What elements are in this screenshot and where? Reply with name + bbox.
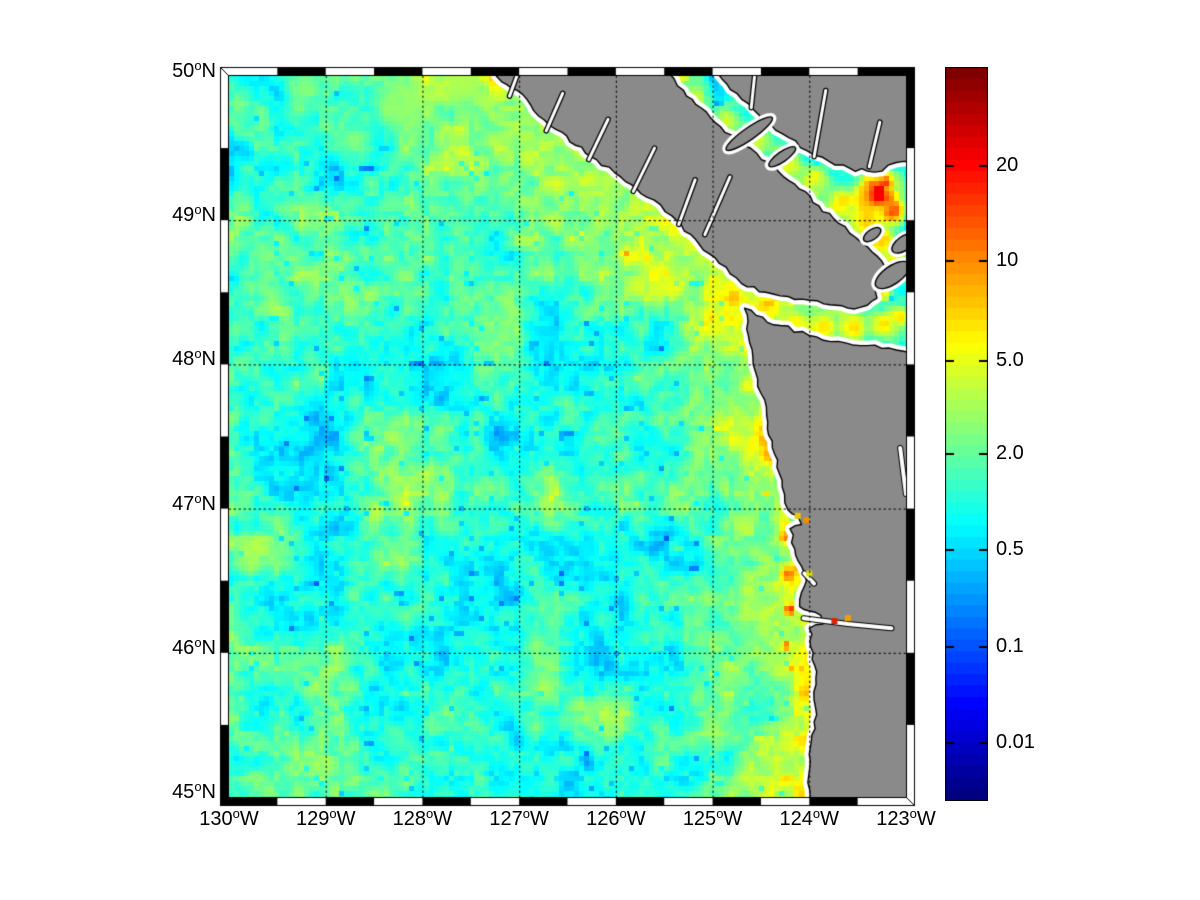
- degree-mark: o: [194, 634, 202, 650]
- degree-mark: o: [194, 202, 202, 218]
- y-tick-value: 45: [172, 781, 195, 803]
- y-tick-label: 50oN: [112, 59, 216, 83]
- colorbar-tick-label: 0.01: [996, 730, 1035, 753]
- y-tick-value: 47: [172, 492, 195, 515]
- degree-mark: o: [716, 806, 724, 821]
- degree-mark: o: [232, 806, 240, 821]
- y-tick-value: 46: [172, 636, 195, 659]
- x-tick-value: 124: [779, 808, 813, 830]
- colorbar-tick-label: 0.1: [996, 635, 1024, 657]
- y-tick-hemi: N: [201, 60, 216, 82]
- x-tick-value: 127: [489, 808, 523, 830]
- degree-mark: o: [194, 346, 202, 362]
- degree-mark: o: [426, 806, 434, 821]
- x-tick-hemi: W: [433, 808, 453, 830]
- degree-mark: o: [522, 806, 530, 821]
- x-tick-label: 128oW: [367, 806, 477, 832]
- x-tick-hemi: W: [820, 808, 840, 830]
- colorbar-tick-label: 5.0: [996, 348, 1024, 371]
- degree-mark: o: [194, 779, 202, 794]
- y-tick-value: 49: [172, 204, 195, 227]
- degree-mark: o: [812, 806, 821, 821]
- x-tick-hemi: W: [916, 808, 936, 830]
- colorbar-tick-label: 2.0: [996, 441, 1024, 464]
- y-tick-label: 46oN: [112, 636, 216, 660]
- colorbar-canvas: [945, 67, 988, 801]
- colorbar-tick-label: 20: [996, 154, 1019, 177]
- x-tick-label: 123oW: [851, 806, 961, 832]
- x-tick-value: 126: [586, 808, 620, 830]
- degree-mark: o: [194, 58, 202, 73]
- x-tick-hemi: W: [239, 808, 259, 830]
- x-tick-label: 130oW: [174, 806, 284, 832]
- y-tick-hemi: N: [201, 204, 216, 227]
- x-tick-value: 125: [682, 808, 717, 830]
- x-tick-label: 124oW: [754, 806, 864, 832]
- y-tick-value: 48: [172, 348, 195, 371]
- x-tick-hemi: W: [530, 808, 549, 830]
- x-tick-hemi: W: [336, 808, 356, 830]
- x-tick-label: 126oW: [561, 806, 671, 832]
- x-tick-value: 123: [876, 808, 910, 830]
- y-tick-hemi: N: [201, 348, 216, 371]
- x-tick-hemi: W: [723, 808, 743, 830]
- colorbar-tick-label: 10: [996, 248, 1019, 271]
- degree-mark: o: [194, 490, 202, 506]
- y-tick-label: 49oN: [112, 203, 216, 227]
- x-tick-label: 127oW: [464, 806, 574, 832]
- x-tick-value: 129: [295, 808, 330, 830]
- degree-mark: o: [909, 806, 917, 821]
- x-tick-value: 128: [392, 808, 427, 830]
- y-tick-label: 45oN: [112, 780, 216, 804]
- colorbar-tick-label: 0.5: [996, 538, 1024, 561]
- degree-mark: o: [329, 806, 337, 821]
- x-tick-value: 130: [199, 808, 233, 830]
- y-tick-label: 48oN: [112, 347, 216, 371]
- x-tick-label: 129oW: [271, 806, 381, 832]
- y-tick-hemi: N: [201, 492, 216, 515]
- y-tick-label: 47oN: [112, 492, 216, 516]
- degree-mark: o: [619, 806, 627, 821]
- x-tick-hemi: W: [626, 808, 646, 830]
- y-tick-hemi: N: [201, 636, 216, 659]
- y-tick-hemi: N: [201, 781, 216, 803]
- x-tick-label: 125oW: [658, 806, 768, 832]
- y-tick-value: 50: [172, 60, 195, 82]
